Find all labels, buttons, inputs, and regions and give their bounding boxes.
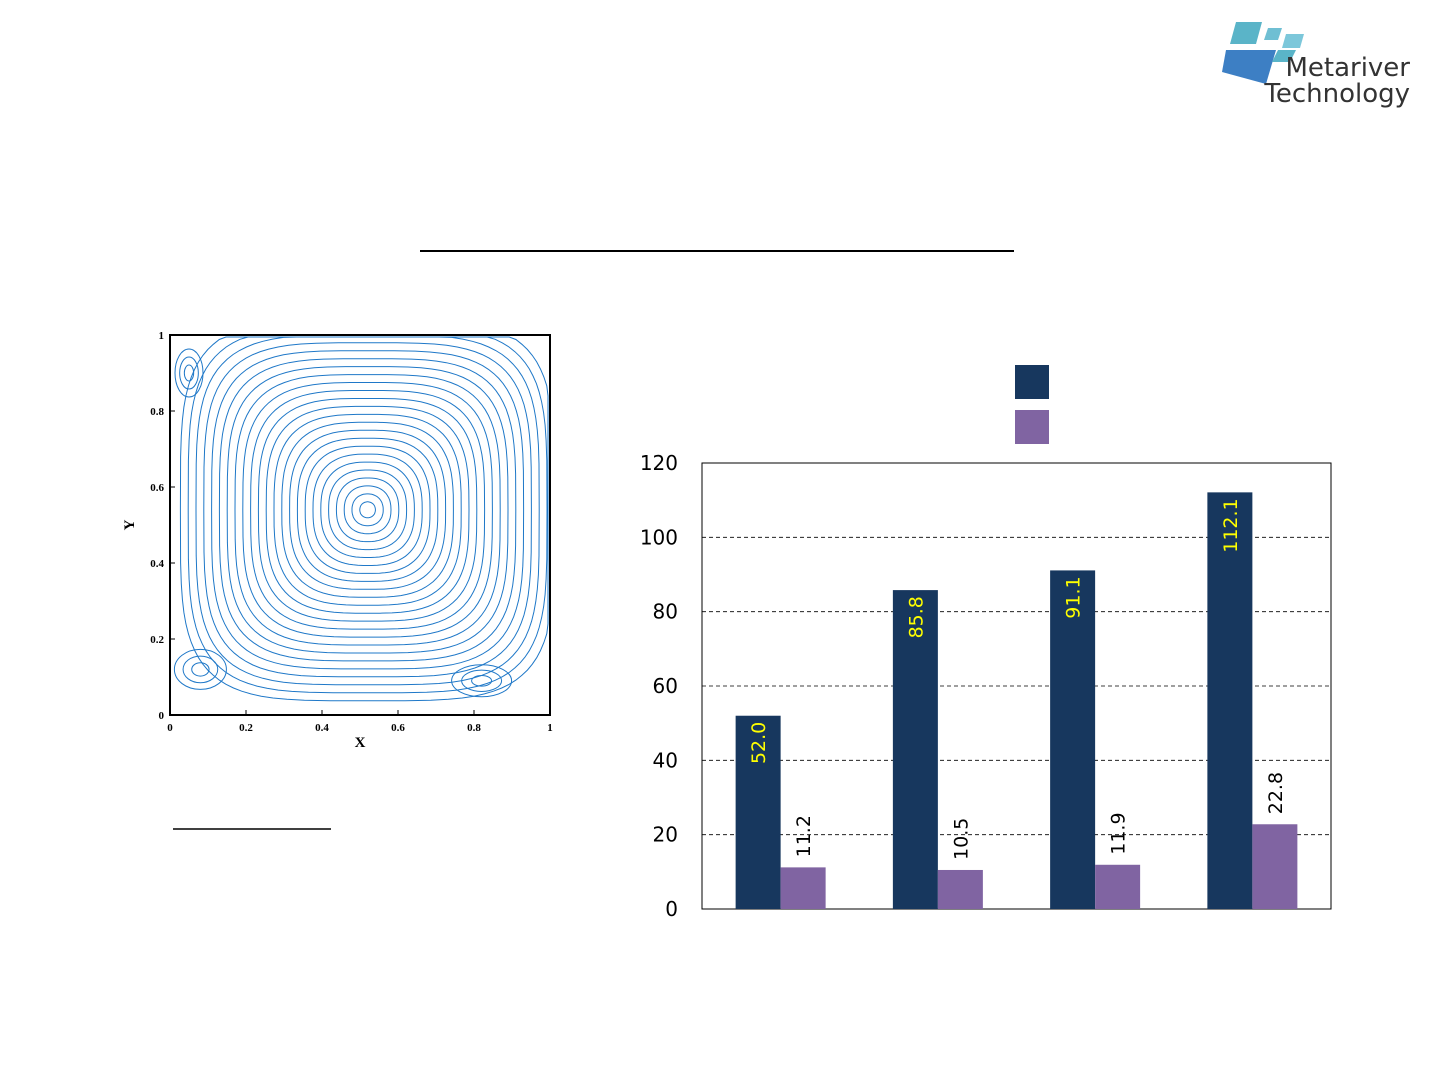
bar [937,869,983,909]
value-label: 85.8 [905,596,927,638]
streamline [312,453,423,566]
streamline [304,445,431,574]
streamline [234,374,501,646]
logo-text: Technology [1263,79,1410,109]
streamline [195,336,540,686]
streamline [265,405,470,614]
streamlines [173,336,549,702]
bar [735,715,781,909]
corner-vortex [174,348,204,398]
streamline [328,469,408,551]
y-tick-label: 60 [653,674,678,698]
corner-vortex [179,356,199,390]
logo-tile [1272,50,1296,62]
streamline [187,336,548,694]
logo: Metariver Technology [1222,22,1410,109]
streamline [273,413,462,606]
value-label: 11.9 [1108,812,1130,854]
streamline [218,358,517,662]
y-tick-label: 20 [653,823,678,847]
x-axis-label: X [355,735,366,751]
streamline [257,398,478,622]
bar [1252,824,1298,909]
streamline [226,366,509,654]
corner-vortex [451,664,513,698]
streamline [242,382,493,638]
value-label: 52.0 [748,722,770,764]
x-tick-label: 0.8 [467,722,481,734]
y-tick-label: 1 [159,330,165,342]
value-label: 91.1 [1063,576,1085,618]
y-tick-label: 0 [665,897,678,921]
y-tick-label: 0.6 [150,482,164,494]
value-label: 112.1 [1220,498,1242,552]
corner-vortex [191,662,210,677]
y-tick-label: 40 [653,748,678,772]
streamline [335,477,400,543]
y-tick-label: 0.4 [150,558,164,570]
legend-swatch [1015,410,1049,444]
x-tick-label: 0.4 [315,722,329,734]
legend-swatch [1015,365,1049,399]
streamline [359,501,376,519]
logo-tile [1230,22,1262,44]
streamline [296,437,439,582]
y-tick-label: 0 [159,710,165,722]
streamline [250,390,486,630]
logo-tile [1264,28,1282,40]
streamline [320,461,415,558]
y-tick-label: 0.8 [150,406,164,418]
bar [1207,492,1253,909]
corner-vortex [471,674,493,687]
y-tick-label: 120 [640,451,678,475]
streamline [179,336,549,702]
x-tick-label: 0 [167,722,173,734]
logo-tile [1282,34,1304,48]
y-tick-label: 80 [653,600,678,624]
streamline [211,350,525,670]
value-label: 10.5 [950,818,972,860]
y-axis-label: Y [122,519,138,530]
streamline [289,429,447,590]
x-tick-label: 0.6 [391,722,405,734]
logo-tile [1222,50,1276,84]
plot-frame [701,462,1332,910]
y-tick-label: 0.2 [150,634,164,646]
value-label: 11.2 [793,815,815,857]
streamline [281,421,454,598]
y-tick-label: 100 [640,525,678,549]
value-label: 22.8 [1265,772,1287,814]
corner-vortex [182,655,219,684]
plot-frame [169,334,551,716]
bar [780,867,826,909]
bar [1095,864,1141,909]
x-tick-label: 1 [547,722,553,734]
x-tick-label: 0.2 [239,722,253,734]
corner-vortex [461,669,503,692]
corner-vortex [173,648,227,690]
bar [1050,570,1096,909]
streamline [343,485,392,535]
corner-vortex [183,364,195,382]
streamline [203,342,532,678]
streamline [351,493,384,527]
bar [892,590,938,909]
logo-text: Metariver [1285,53,1410,83]
